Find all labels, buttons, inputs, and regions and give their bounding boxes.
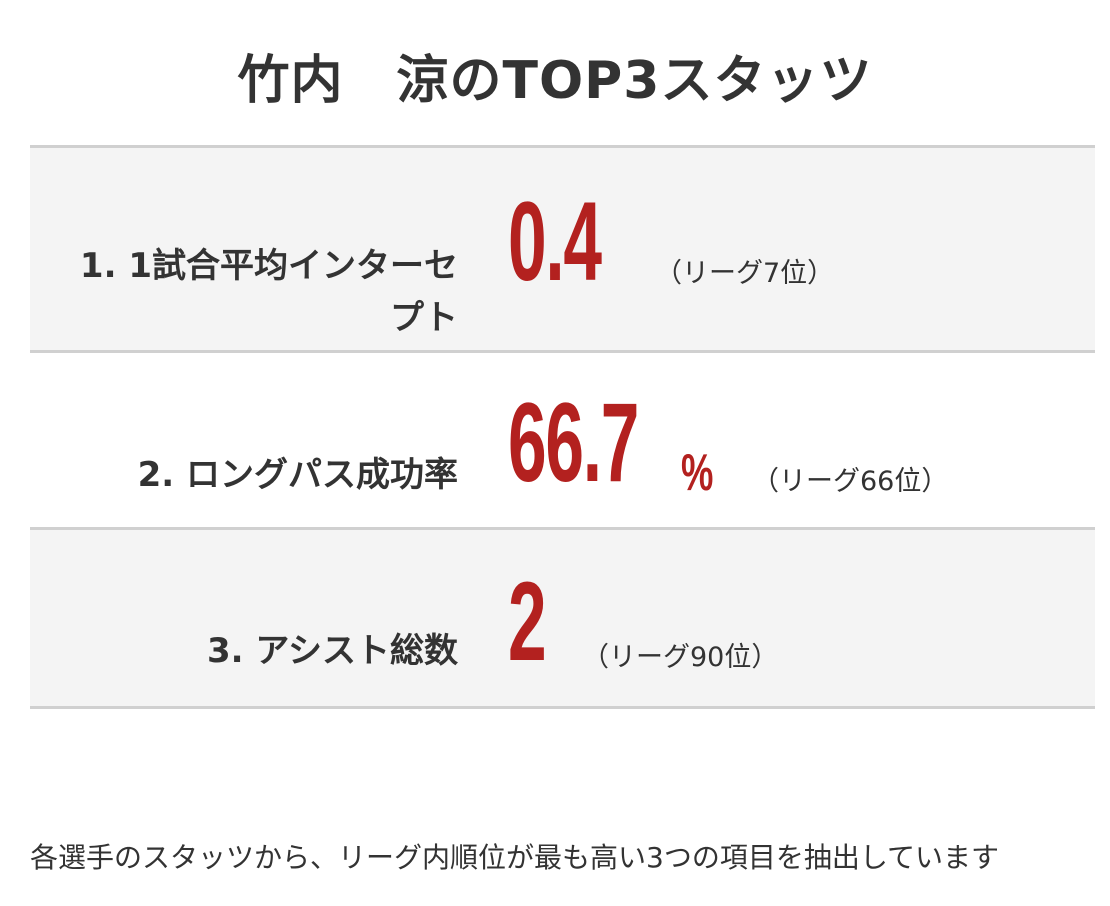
stat-value: 0.4 — [508, 179, 602, 304]
footnote: 各選手のスタッツから、リーグ内順位が最も高い3つの項目を抽出しています — [30, 841, 999, 874]
stat-value: 2 — [508, 559, 547, 684]
stats-table: 1. 1試合平均インターセプト 0.4 （リーグ7位） 2. ロングパス成功率 … — [30, 145, 1095, 709]
stat-label: 2. ロングパス成功率 — [137, 455, 458, 495]
stat-row-2: 2. ロングパス成功率 66.7 % （リーグ66位） — [30, 353, 1095, 530]
stat-value: 66.7 — [508, 380, 639, 505]
stat-rank: （リーグ66位） — [752, 466, 949, 497]
page-title: 竹内 涼のTOP3スタッツ — [237, 51, 873, 111]
stat-row-1: 1. 1試合平均インターセプト 0.4 （リーグ7位） — [30, 148, 1095, 353]
stat-row-3: 3. アシスト総数 2 （リーグ90位） — [30, 530, 1095, 709]
stat-label: 1. 1試合平均インターセプト — [79, 246, 458, 338]
stat-rank: （リーグ7位） — [655, 258, 835, 289]
stat-rank: （リーグ90位） — [582, 642, 779, 673]
stat-label: 3. アシスト総数 — [206, 631, 458, 671]
stat-unit: % — [681, 444, 714, 502]
